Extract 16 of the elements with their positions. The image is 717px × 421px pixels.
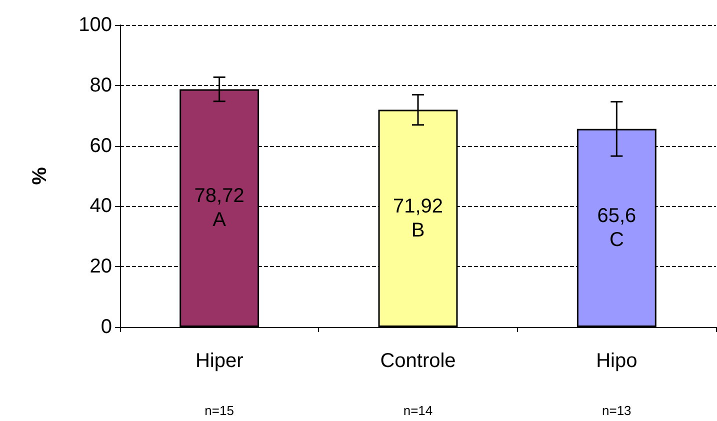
data-label: 65,6 C [597, 204, 636, 251]
y-tick-label: 60 [90, 134, 112, 157]
text: n=15 [204, 403, 234, 418]
y-tick-label: 80 [90, 74, 112, 96]
text: n=13 [602, 403, 632, 418]
y-tick-label: 0 [100, 316, 112, 338]
x-tick-label: Hipo [596, 350, 638, 372]
x-tick-label: Controle [380, 350, 456, 372]
text: n=14 [403, 403, 433, 418]
data-label: 78,72 A [194, 185, 244, 232]
y-tick-label: 40 [90, 195, 112, 218]
x-tick-label: Hiper [195, 350, 244, 372]
data-label: 71,92 B [392, 195, 444, 242]
y-tick-label: 100 [78, 14, 112, 36]
y-axis-title: % [29, 166, 51, 185]
y-tick-label: 20 [90, 256, 112, 278]
